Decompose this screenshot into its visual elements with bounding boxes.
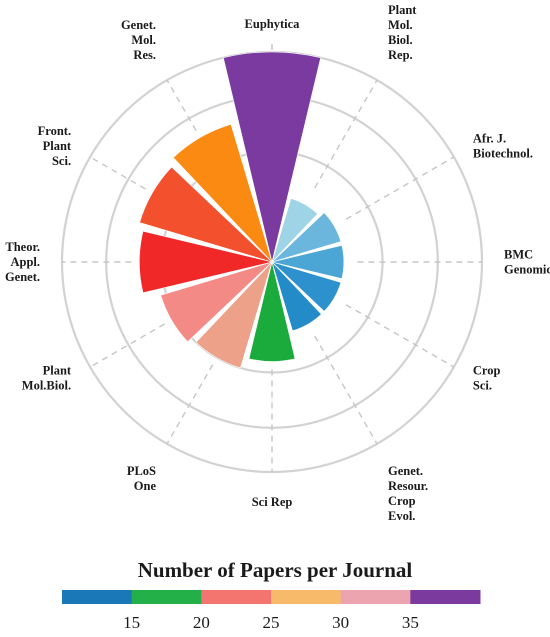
journal-label: Sci Rep — [252, 495, 293, 509]
journal-label-line: Theor. — [5, 240, 40, 254]
journal-label-line: Evol. — [388, 509, 415, 523]
journal-label: Euphytica — [245, 17, 301, 31]
bar-genet-mol-res — [172, 123, 273, 263]
journal-label-line: Appl. — [10, 255, 40, 269]
bar-sci-rep — [248, 261, 296, 362]
legend-tick-label: 15 — [123, 613, 140, 632]
journal-label: Genet. Resour. Crop Evol. — [388, 464, 428, 523]
spoke-line — [314, 335, 378, 445]
journal-label-line: Biol. — [388, 33, 413, 47]
journal-label-line: One — [134, 479, 157, 493]
bar-crop-sci — [271, 261, 342, 312]
bar-plant-mol-biol — [160, 261, 273, 343]
journal-label-line: Plant — [388, 3, 417, 17]
journal-label-line: Mol.Biol. — [22, 379, 71, 393]
journal-label-line: Afr. J. — [473, 132, 506, 146]
journal-label: Plant Mol.Biol. — [22, 364, 72, 393]
legend-tick-label: 25 — [263, 613, 280, 632]
polar-bars — [139, 51, 345, 369]
journal-label-line: Mol. — [388, 18, 413, 32]
journal-label: Theor. Appl. Genet. — [5, 240, 40, 284]
spoke-line — [89, 323, 165, 368]
journal-label-line: Sci Rep — [252, 495, 293, 509]
legend-ticks: 15 20 25 30 35 — [123, 613, 419, 632]
spoke-line — [345, 304, 455, 368]
bar-plant-mol-biol-rep — [271, 198, 318, 263]
bar-afr-j-biotechnol — [271, 212, 342, 263]
bar-bmc-genomics — [271, 244, 345, 280]
legend-tick-label: 30 — [332, 613, 349, 632]
spoke-line — [314, 79, 378, 189]
legend-tick-label: 20 — [193, 613, 210, 632]
journal-label-line: Genet. — [388, 464, 423, 478]
polar-spokes — [62, 44, 482, 472]
spoke-line — [166, 364, 214, 445]
journal-label-line: Crop — [473, 364, 501, 378]
journal-label: Afr. J. Biotechnol. — [473, 132, 533, 161]
journal-label-line: Res. — [133, 48, 156, 62]
colorbar-segment — [62, 590, 133, 604]
journal-label-line: Genet. — [5, 270, 40, 284]
journal-label-line: Rep. — [388, 48, 413, 62]
journal-label: Front. Plant Sci. — [38, 124, 72, 168]
journal-label-line: Resour. — [388, 479, 428, 493]
journal-label: PLoS One — [127, 464, 157, 493]
journal-label-line: Sci. — [52, 154, 71, 168]
colorbar-segment — [410, 590, 481, 604]
colorbar-segment — [271, 590, 342, 604]
journal-label-line: Sci. — [473, 379, 492, 393]
journal-label: BMCGenomics — [504, 248, 550, 277]
journal-label-line: Euphytica — [245, 17, 301, 31]
journal-label-line: Mol. — [131, 33, 156, 47]
spoke-line — [89, 156, 146, 190]
journal-label-line: Crop — [388, 494, 416, 508]
colorbar-segment — [131, 590, 202, 604]
legend-title: Number of Papers per Journal — [137, 558, 413, 582]
legend-colorbar — [62, 590, 481, 604]
journal-label: Plant Mol. Biol. Rep. — [388, 3, 417, 62]
journal-label-line: Biotechnol. — [473, 147, 533, 161]
journal-label-line: Genomics — [504, 263, 550, 277]
bar-plos-one — [195, 261, 273, 369]
journal-label-line: Plant — [43, 364, 72, 378]
journal-label: Genet. Mol. Res. — [121, 18, 156, 62]
colorbar-segment — [340, 590, 411, 604]
bar-theor-appl-genet — [139, 230, 273, 294]
journal-label-line: Plant — [43, 139, 72, 153]
bar-euphytica — [222, 51, 322, 263]
spoke-line — [345, 156, 455, 220]
legend-tick-label: 35 — [402, 613, 419, 632]
journal-label-line: Front. — [38, 124, 71, 138]
bar-front-plant-sci — [139, 166, 273, 263]
spoke-line — [166, 79, 197, 131]
journal-label-line: BMC — [504, 248, 533, 262]
bar-genet-resour-crop-evol — [271, 261, 322, 332]
journal-label-line: PLoS — [127, 464, 156, 478]
colorbar-segment — [201, 590, 272, 604]
journal-label: Crop Sci. — [473, 364, 501, 393]
journal-label-line: Genet. — [121, 18, 156, 32]
